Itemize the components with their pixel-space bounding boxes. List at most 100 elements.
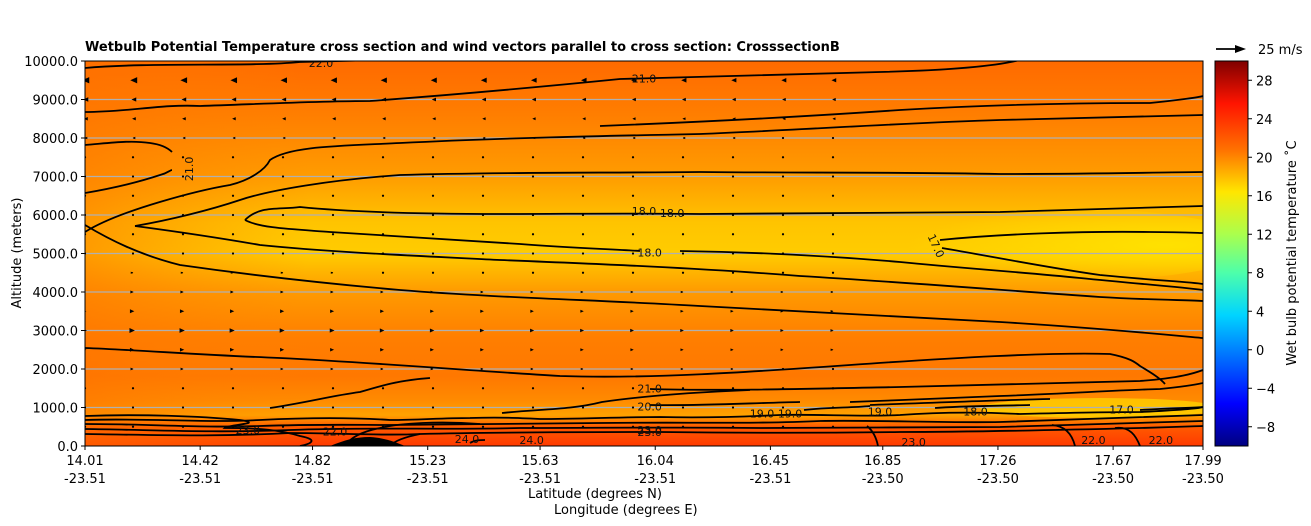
wind-vector <box>831 252 835 255</box>
wind-vector <box>231 175 235 178</box>
wind-vector <box>231 156 235 159</box>
contour-21-low <box>85 347 1166 385</box>
wind-vector-arrowhead <box>582 117 586 121</box>
wind-vector-arrowhead <box>780 348 784 352</box>
colorbar-tick-label: 0 <box>1256 344 1264 359</box>
contour-17-upper <box>939 230 1203 241</box>
wind-vector-arrowhead <box>832 117 836 121</box>
contour-label: 21.0 <box>183 157 196 182</box>
contour-label: 19.0 <box>778 407 803 420</box>
wind-vector <box>631 271 635 274</box>
wind-vector-arrowhead <box>381 97 387 102</box>
x-tick-label-lon: -23.50 <box>1092 472 1134 487</box>
wind-vector-arrowhead <box>780 290 784 294</box>
wind-vector-arrowhead <box>780 309 784 313</box>
colorbar: 28 24 20 16 12 8 4 0 −4 −8 Wet bulb potential tem… <box>1214 60 1300 447</box>
contour-19-low <box>85 406 1203 422</box>
wind-vector <box>381 213 385 217</box>
wind-vector <box>431 425 435 428</box>
x-tick-label-lon: -23.50 <box>977 472 1019 487</box>
x-tick-label-lat: 17.26 <box>979 454 1016 469</box>
terrain-fill <box>330 437 405 446</box>
contour-label: 18.0 <box>963 405 988 418</box>
wind-vector <box>131 233 135 236</box>
wind-vector-arrowhead <box>130 77 138 84</box>
wind-vector-arrowhead <box>781 78 787 83</box>
wind-vector <box>381 425 385 428</box>
wind-vector <box>331 252 335 255</box>
contour-label: 18.0 <box>637 247 662 260</box>
temperature-core-mid <box>740 205 1203 285</box>
contour-label: 17.0 <box>1109 403 1134 416</box>
wind-vector <box>381 252 385 255</box>
wind-vector-arrowhead <box>630 328 635 333</box>
wind-vector <box>181 406 185 409</box>
wind-vector <box>331 213 335 217</box>
wind-vector-arrowhead <box>282 117 286 121</box>
wind-vector-arrowhead <box>332 117 336 121</box>
wind-vector <box>681 406 685 409</box>
wind-vector <box>631 213 635 217</box>
wind-vector-arrowhead <box>580 309 584 313</box>
contour-label: 21.0 <box>637 382 662 395</box>
wind-vector-arrowhead <box>580 290 584 294</box>
contour-label: 18.0 <box>632 205 657 218</box>
wind-vector <box>731 156 735 159</box>
wind-vector <box>781 425 785 428</box>
wind-vector-arrowhead <box>380 77 387 84</box>
wind-vector <box>831 233 835 236</box>
wind-vector-arrowhead <box>482 136 486 140</box>
contour-20-low <box>649 382 1203 407</box>
wind-vector <box>731 213 735 217</box>
wind-vector <box>581 156 585 159</box>
wind-vector-arrowhead <box>332 136 336 140</box>
wind-vector-arrowhead <box>532 136 536 140</box>
contour-22-right-b <box>1114 426 1141 446</box>
wind-vector <box>681 213 685 217</box>
wind-vector <box>231 252 235 255</box>
wind-vector <box>381 387 385 390</box>
wind-vector <box>381 271 385 274</box>
contour-labels: 22.021.021.018.0 18.018.0 17.021.020.023.0… <box>183 61 1173 446</box>
wind-vector <box>631 406 635 409</box>
wind-vector-arrowhead <box>581 97 586 102</box>
contour-label: 21.0 <box>632 72 657 85</box>
colorbar-label: Wet bulb potential temperature ˚C <box>1284 140 1300 365</box>
wind-vector-arrowhead <box>530 367 534 371</box>
colorbar-tick-label: 16 <box>1256 190 1273 205</box>
wind-vector <box>331 425 335 428</box>
wind-vector <box>331 175 335 178</box>
wind-vector <box>181 425 185 428</box>
wind-vector <box>581 271 585 274</box>
wind-vector-arrowhead <box>129 309 135 314</box>
wind-vector <box>131 213 135 217</box>
wind-vector-arrowhead <box>732 97 736 102</box>
wind-vector <box>131 406 135 409</box>
wind-vector-arrowhead <box>681 77 687 83</box>
wind-vector <box>231 406 235 409</box>
wind-vector <box>281 156 285 159</box>
wind-vector-arrowhead <box>830 329 834 332</box>
wind-vector-arrowhead <box>230 367 234 371</box>
wind-vector <box>431 175 435 178</box>
wind-vector <box>531 194 535 197</box>
wind-vector-arrowhead <box>179 309 185 314</box>
wind-vector-arrowhead <box>481 97 486 102</box>
wind-vector-arrowhead <box>431 97 437 102</box>
wind-vector <box>431 252 435 255</box>
wind-vector-arrowhead <box>330 290 334 294</box>
wind-vector-arrowhead <box>480 77 487 83</box>
wind-vector-arrowhead <box>279 328 285 333</box>
wind-vector <box>831 425 835 428</box>
wind-vector <box>381 175 385 178</box>
colorbar-tick-label: 24 <box>1256 113 1273 128</box>
contour-label: 18.0 <box>660 207 685 220</box>
wind-vector <box>131 387 135 390</box>
wind-vector <box>581 194 585 197</box>
wind-vector-arrowhead <box>580 367 584 371</box>
contour-21-upper <box>85 61 1020 113</box>
contour-label: 24.0 <box>455 433 480 446</box>
wind-vector-arrowhead <box>282 136 286 140</box>
wind-vector <box>181 194 185 197</box>
